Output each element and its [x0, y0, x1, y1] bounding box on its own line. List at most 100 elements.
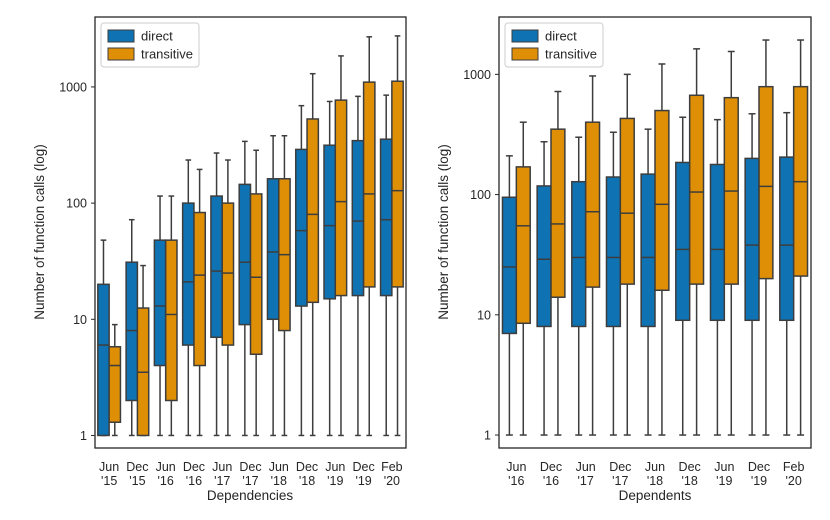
x-tick-label-year: '17 — [612, 474, 628, 488]
x-tick-label: Dec — [609, 460, 631, 474]
iqr-box — [779, 156, 795, 322]
iqr-box — [193, 211, 207, 367]
y-tick-label: 1000 — [59, 80, 87, 94]
direct-box — [536, 141, 552, 436]
direct-box — [779, 111, 795, 436]
legend-label-direct: direct — [545, 29, 577, 44]
y-axis-label: Number of function calls (log) — [436, 144, 451, 320]
iqr-box — [605, 176, 622, 328]
iqr-box — [640, 173, 656, 328]
legend-label-transitive: transitive — [141, 47, 193, 62]
plot-frame — [498, 16, 812, 449]
x-tick-label: Jun — [156, 460, 176, 474]
x-tick-label-year: '20 — [384, 474, 400, 488]
transitive-box — [306, 72, 320, 437]
x-tick-label-year: '17 — [242, 474, 258, 488]
direct-box — [153, 195, 167, 437]
iqr-box — [379, 138, 393, 297]
x-axis-label: Dependents — [619, 488, 692, 503]
x-tick-label: Dec — [296, 460, 318, 474]
iqr-box — [688, 94, 705, 285]
transitive-box — [619, 73, 635, 436]
iqr-box — [501, 196, 518, 335]
iqr-box — [181, 202, 195, 346]
direct-box — [266, 135, 280, 437]
x-tick-label-year: '15 — [101, 474, 117, 488]
direct-box — [210, 152, 223, 437]
x-axis-label: Dependencies — [207, 488, 294, 503]
x-tick-label: Jun — [506, 460, 526, 474]
iqr-box — [709, 163, 726, 322]
transitive-box — [278, 135, 291, 437]
iqr-box — [125, 261, 139, 402]
iqr-box — [758, 85, 774, 280]
iqr-box — [391, 80, 404, 288]
direct-box — [640, 128, 656, 436]
x-tick-label-year: '18 — [682, 474, 698, 488]
iqr-box — [108, 346, 122, 423]
x-tick-label-year: '17 — [214, 474, 230, 488]
x-tick-label-year: '20 — [786, 474, 802, 488]
iqr-box — [744, 157, 760, 322]
iqr-box — [210, 195, 223, 339]
legend-swatch-transitive — [511, 47, 539, 61]
iqr-box — [164, 239, 178, 402]
iqr-box — [238, 183, 252, 326]
direct-box — [238, 140, 252, 437]
direct-box — [571, 136, 587, 436]
transitive-box — [249, 149, 263, 437]
direct-box — [323, 100, 337, 437]
iqr-box — [654, 109, 670, 292]
x-tick-label-year: '19 — [716, 474, 732, 488]
transitive-box — [584, 75, 601, 436]
iqr-box — [515, 166, 531, 325]
direct-box — [181, 159, 195, 437]
x-tick-label: Dec — [540, 460, 562, 474]
direct-box — [709, 118, 726, 436]
transitive-box — [550, 90, 566, 436]
transitive-box — [688, 48, 705, 436]
transitive-box — [334, 55, 348, 437]
iqr-box — [249, 193, 263, 356]
legend-label-transitive: transitive — [545, 47, 597, 62]
y-tick-label: 100 — [470, 188, 491, 202]
transitive-box — [515, 121, 531, 436]
x-tick-label: Jun — [576, 460, 596, 474]
legend-swatch-direct — [107, 29, 135, 43]
legend-swatch-transitive — [107, 47, 135, 61]
transitive-box — [193, 168, 207, 437]
x-tick-label: Dec — [352, 460, 374, 474]
direct-box — [675, 116, 691, 436]
iqr-box — [571, 180, 587, 328]
transitive-box — [654, 63, 670, 436]
x-tick-label-year: '18 — [299, 474, 315, 488]
transitive-box — [136, 264, 150, 437]
x-tick-label: Jun — [325, 460, 345, 474]
transitive-box — [723, 50, 739, 436]
direct-box — [125, 218, 139, 437]
chart-dependencies: Number of function calls (log) Dependenc… — [32, 16, 407, 503]
x-tick-label: Dec — [239, 460, 261, 474]
x-tick-label-year: '17 — [578, 474, 594, 488]
x-tick-label: Dec — [679, 460, 701, 474]
direct-box — [501, 155, 518, 436]
iqr-box — [306, 118, 320, 304]
x-tick-label-year: '16 — [508, 474, 524, 488]
transitive-box — [221, 159, 235, 437]
x-tick-label: Dec — [183, 460, 205, 474]
x-tick-label-year: '19 — [751, 474, 767, 488]
x-tick-label-year: '16 — [543, 474, 559, 488]
iqr-box — [550, 128, 566, 298]
iqr-box — [675, 161, 691, 322]
iqr-box — [351, 139, 365, 297]
transitive-box — [108, 323, 122, 437]
y-tick-label: 10 — [477, 308, 491, 322]
x-tick-label-year: '18 — [271, 474, 287, 488]
plot-frame — [94, 16, 407, 449]
x-tick-label-year: '16 — [186, 474, 202, 488]
iqr-box — [323, 144, 337, 300]
x-tick-label: Jun — [645, 460, 665, 474]
y-tick-label: 100 — [66, 197, 87, 211]
direct-box — [605, 131, 622, 436]
direct-box — [379, 94, 393, 437]
